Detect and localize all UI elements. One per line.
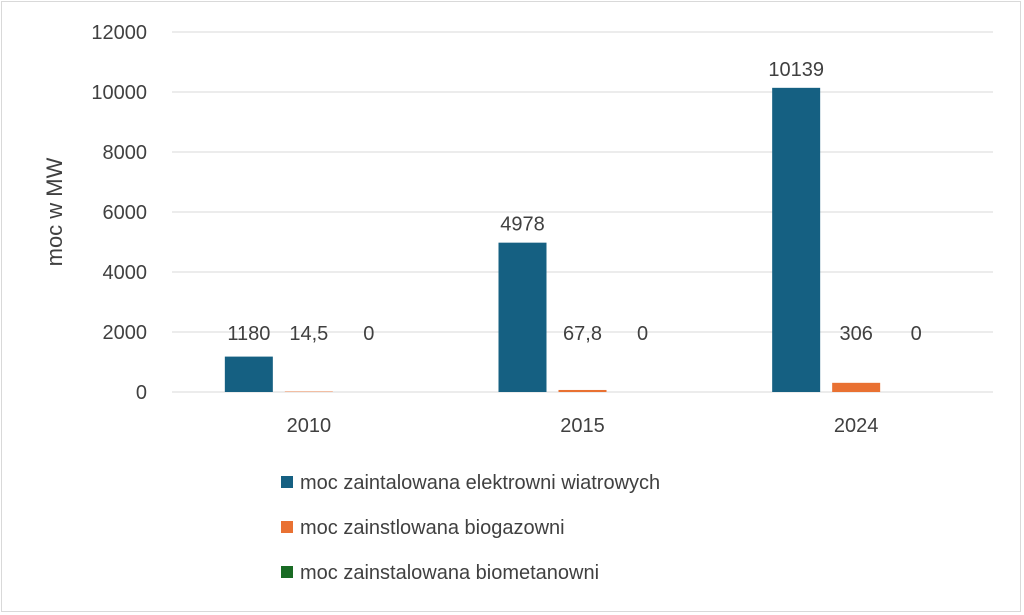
legend-label: moc zaintalowana elektrowni wiatrowych: [300, 472, 660, 494]
data-label: 67,8: [563, 323, 602, 345]
data-label: 0: [363, 323, 374, 345]
legend-label: moc zainstlowana biogazowni: [300, 517, 565, 539]
y-tick-label: 12000: [91, 22, 147, 44]
y-axis-label: moc w MW: [42, 157, 67, 266]
data-label: 4978: [500, 214, 545, 236]
bar: [558, 389, 607, 392]
legend-swatch: [281, 521, 293, 533]
y-tick-label: 4000: [103, 262, 148, 284]
x-tick-label: 2015: [560, 415, 605, 437]
data-label: 1180: [227, 323, 270, 345]
data-label: 306: [839, 323, 872, 345]
data-label: 0: [911, 323, 922, 345]
y-tick-label: 6000: [103, 202, 148, 224]
data-label: 0: [637, 323, 648, 345]
bar: [772, 87, 821, 392]
y-tick-label: 0: [136, 382, 147, 404]
y-tick-label: 2000: [103, 322, 148, 344]
legend-swatch: [281, 476, 293, 488]
bar: [498, 242, 547, 392]
y-tick-label: 8000: [103, 142, 148, 164]
legend-swatch: [281, 566, 293, 578]
x-tick-label: 2024: [834, 415, 879, 437]
legend-label: moc zainstalowana biometanowni: [300, 562, 599, 584]
bar: [832, 382, 881, 392]
bar: [224, 356, 273, 392]
y-tick-label: 10000: [91, 82, 147, 104]
x-tick-label: 2010: [287, 415, 332, 437]
data-label: 10139: [768, 59, 824, 81]
data-label: 14,5: [289, 323, 328, 345]
